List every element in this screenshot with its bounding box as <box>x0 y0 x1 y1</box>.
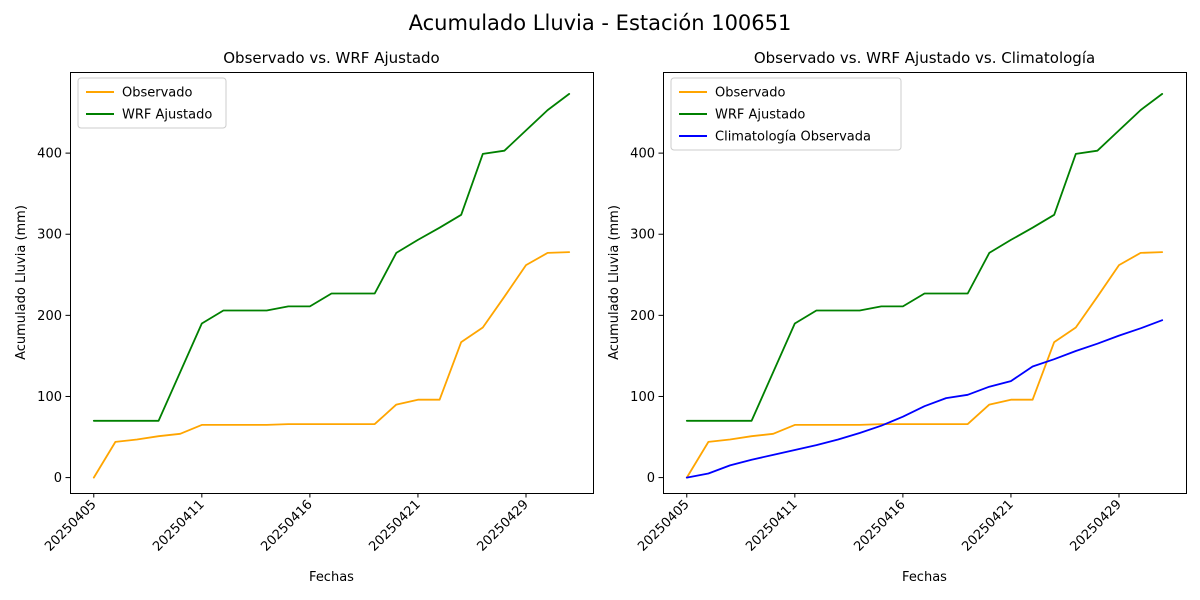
legend-label: Observado <box>122 86 193 101</box>
y-tick-label: 200 <box>37 309 62 324</box>
legend-frame <box>77 77 227 129</box>
x-tick-label: 20250429 <box>1067 497 1124 554</box>
series-line-wrf-ajustado <box>92 93 571 422</box>
legend-label: WRF Ajustado <box>715 108 805 123</box>
x-tick-label: 20250416 <box>258 497 315 554</box>
x-tick-label: 20250429 <box>474 497 531 554</box>
left-chart: Observado vs. WRF Ajustado 0 100 200 300 400 2… <box>14 49 594 585</box>
y-tick-label: 400 <box>630 147 655 162</box>
x-tick-label: 20250416 <box>851 497 908 554</box>
legend-label: WRF Ajustado <box>122 108 212 123</box>
x-tick-label: 20250405 <box>42 497 99 554</box>
y-tick-label: 100 <box>37 390 62 405</box>
y-tick-label: 400 <box>37 147 62 162</box>
y-tick-label: 100 <box>630 390 655 405</box>
figure-suptitle: Acumulado Lluvia - Estación 100651 <box>409 11 792 35</box>
series-line-observado <box>685 251 1164 479</box>
y-tick-label: 300 <box>630 228 655 243</box>
series-line-observado <box>92 251 571 479</box>
series-line-wrf-ajustado <box>685 93 1164 422</box>
y-axis-label: Acumulado Lluvia (mm) <box>607 205 622 360</box>
y-tick-label: 0 <box>647 471 655 486</box>
x-axis-label: Fechas <box>309 570 354 585</box>
y-tick-label: 0 <box>54 471 62 486</box>
chart-title: Observado vs. WRF Ajustado <box>223 49 439 67</box>
y-tick-label: 200 <box>630 309 655 324</box>
axes-frame <box>70 72 594 494</box>
x-tick-label: 20250421 <box>959 497 1016 554</box>
y-tick-label: 300 <box>37 228 62 243</box>
legend-label: Climatología Observada <box>715 130 871 145</box>
x-tick-label: 20250411 <box>150 497 207 554</box>
series-line-climatologia-observada <box>685 319 1164 479</box>
legend-frame <box>670 77 902 151</box>
legend-label: Observado <box>715 86 786 101</box>
x-tick-label: 20250421 <box>366 497 423 554</box>
x-tick-label: 20250405 <box>635 497 692 554</box>
x-tick-label: 20250411 <box>743 497 800 554</box>
chart-title: Observado vs. WRF Ajustado vs. Climatolo… <box>754 49 1095 67</box>
x-axis-label: Fechas <box>902 570 947 585</box>
legend: Observado WRF Ajustado <box>77 77 227 129</box>
y-axis-label: Acumulado Lluvia (mm) <box>14 205 29 360</box>
right-chart: Observado vs. WRF Ajustado vs. Climatolo… <box>607 49 1187 585</box>
legend: Observado WRF Ajustado Climatología Observ… <box>670 77 902 151</box>
axes-frame <box>663 72 1187 494</box>
